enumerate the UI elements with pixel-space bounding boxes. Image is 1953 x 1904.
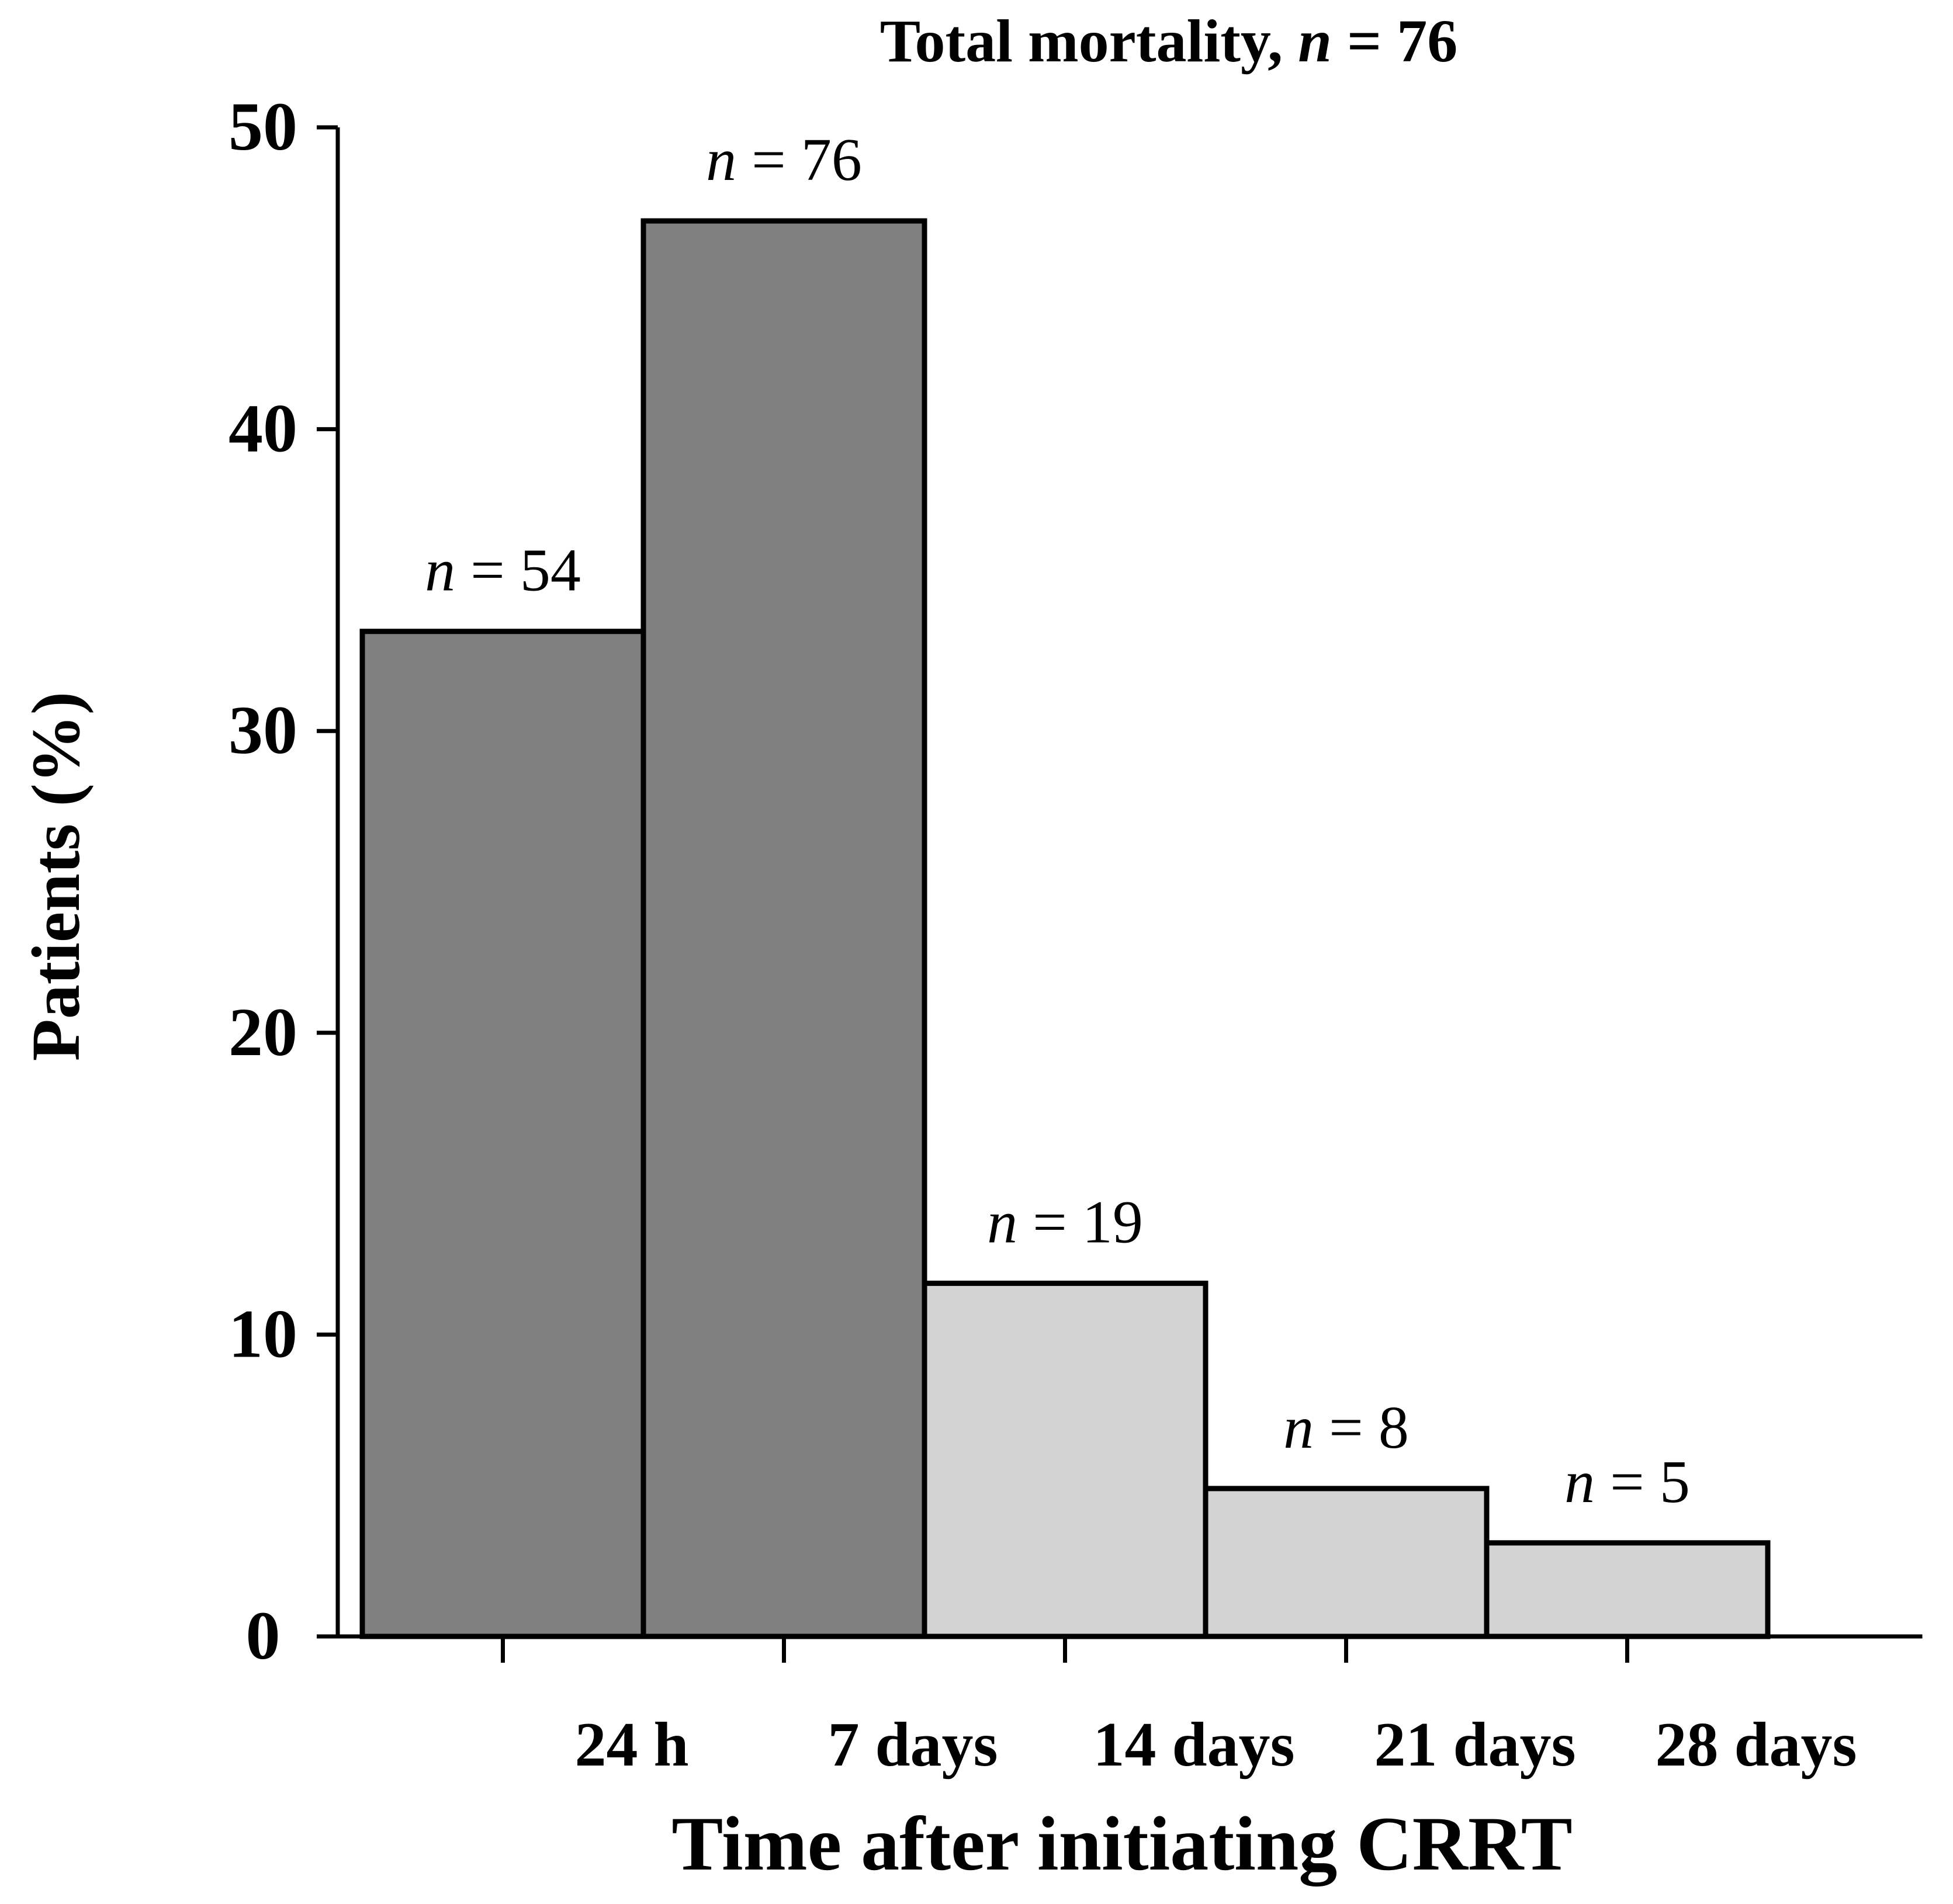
- x-tick-label-5: 28 days: [1655, 1710, 1857, 1780]
- bar-label-value-1: = 54: [455, 537, 581, 604]
- x-tick-label-1: 24 h: [574, 1710, 688, 1780]
- bar-label-n-5: n: [1564, 1448, 1595, 1515]
- x-tick-label-3: 14 days: [1093, 1710, 1294, 1780]
- y-tick-label-40: 40: [228, 390, 297, 467]
- chart-title-prefix: Total mortality,: [880, 8, 1298, 75]
- bar-label-n-2: n: [706, 126, 736, 193]
- x-tick-label-4: 21 days: [1374, 1710, 1575, 1780]
- y-tick-label-0: 0: [246, 1597, 281, 1674]
- chart-title-suffix: = 76: [1332, 8, 1457, 75]
- bar-label-value-5: = 5: [1595, 1448, 1690, 1515]
- x-axis-label: Time after initiating CRRT: [671, 1801, 1572, 1886]
- bar-label-1: n = 54: [425, 537, 581, 604]
- bar-1: [359, 629, 646, 1639]
- bar-label-2: n = 76: [706, 126, 862, 193]
- bar-3: [922, 1281, 1208, 1639]
- chart-title: Total mortality, n = 76: [880, 8, 1458, 75]
- y-tick-label-30: 30: [228, 692, 297, 768]
- bar-label-value-3: = 19: [1017, 1189, 1143, 1256]
- bar-label-n-4: n: [1283, 1394, 1314, 1461]
- axes-layer: [317, 125, 1923, 1663]
- y-axis-label: Patients (%): [18, 692, 94, 1061]
- y-tick-label-50: 50: [228, 88, 297, 165]
- bar-label-n-3: n: [987, 1189, 1017, 1256]
- bars-layer: [359, 218, 1771, 1639]
- bar-label-4: n = 8: [1283, 1394, 1409, 1461]
- y-tick-label-20: 20: [228, 994, 297, 1070]
- bar-label-3: n = 19: [987, 1189, 1143, 1256]
- chart-title-n: n: [1298, 8, 1332, 75]
- bar-label-value-4: = 8: [1314, 1394, 1409, 1461]
- bar-label-n-1: n: [425, 537, 455, 604]
- bar-4: [1203, 1486, 1490, 1639]
- y-tick-label-10: 10: [228, 1295, 297, 1372]
- labels-layer: n = 54n = 76n = 19n = 8n = 5010203040502…: [228, 88, 1857, 1780]
- bar-5: [1484, 1540, 1771, 1639]
- bar-2: [640, 218, 927, 1639]
- bar-label-value-2: = 76: [736, 126, 862, 193]
- x-tick-label-2: 7 days: [827, 1710, 998, 1780]
- bar-label-5: n = 5: [1564, 1448, 1690, 1515]
